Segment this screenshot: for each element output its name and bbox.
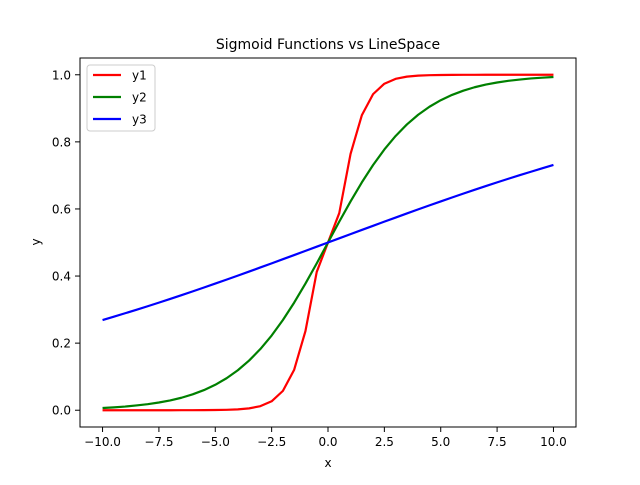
x-tick-label: −10.0 <box>84 435 121 449</box>
y-tick-label: 0.4 <box>52 270 71 284</box>
x-tick-label: −5.0 <box>201 435 230 449</box>
y-tick-label: 1.0 <box>52 68 71 82</box>
series-layer <box>102 73 554 412</box>
legend: y1 y2 y3 <box>86 64 156 132</box>
y-tick-label: 0.0 <box>52 404 71 418</box>
series-line-y3 <box>102 163 554 322</box>
y-tick-label: 0.2 <box>52 337 71 351</box>
x-tick-label: 10.0 <box>540 435 567 449</box>
y-axis-label: y <box>29 238 43 245</box>
x-tick-label: −2.5 <box>257 435 286 449</box>
x-tick-label: −7.5 <box>144 435 173 449</box>
x-axis-label: x <box>324 456 331 470</box>
x-tick-label: 2.5 <box>375 435 394 449</box>
x-tick-label: 7.5 <box>488 435 507 449</box>
x-tick-label: 0.0 <box>318 435 337 449</box>
x-tick-label: 5.0 <box>431 435 450 449</box>
y-tick-label: 0.6 <box>52 202 71 216</box>
legend-label-y3: y3 <box>132 113 147 127</box>
y-axis-ticks: 0.0 0.2 0.4 0.6 0.8 1.0 <box>52 68 80 418</box>
x-axis-ticks: −10.0 −7.5 −5.0 −2.5 0.0 2.5 5.0 7.5 10.0 <box>84 427 567 449</box>
legend-label-y1: y1 <box>132 69 147 83</box>
chart-title: Sigmoid Functions vs LineSpace <box>216 37 440 53</box>
legend-label-y2: y2 <box>132 91 147 105</box>
y-tick-label: 0.8 <box>52 135 71 149</box>
